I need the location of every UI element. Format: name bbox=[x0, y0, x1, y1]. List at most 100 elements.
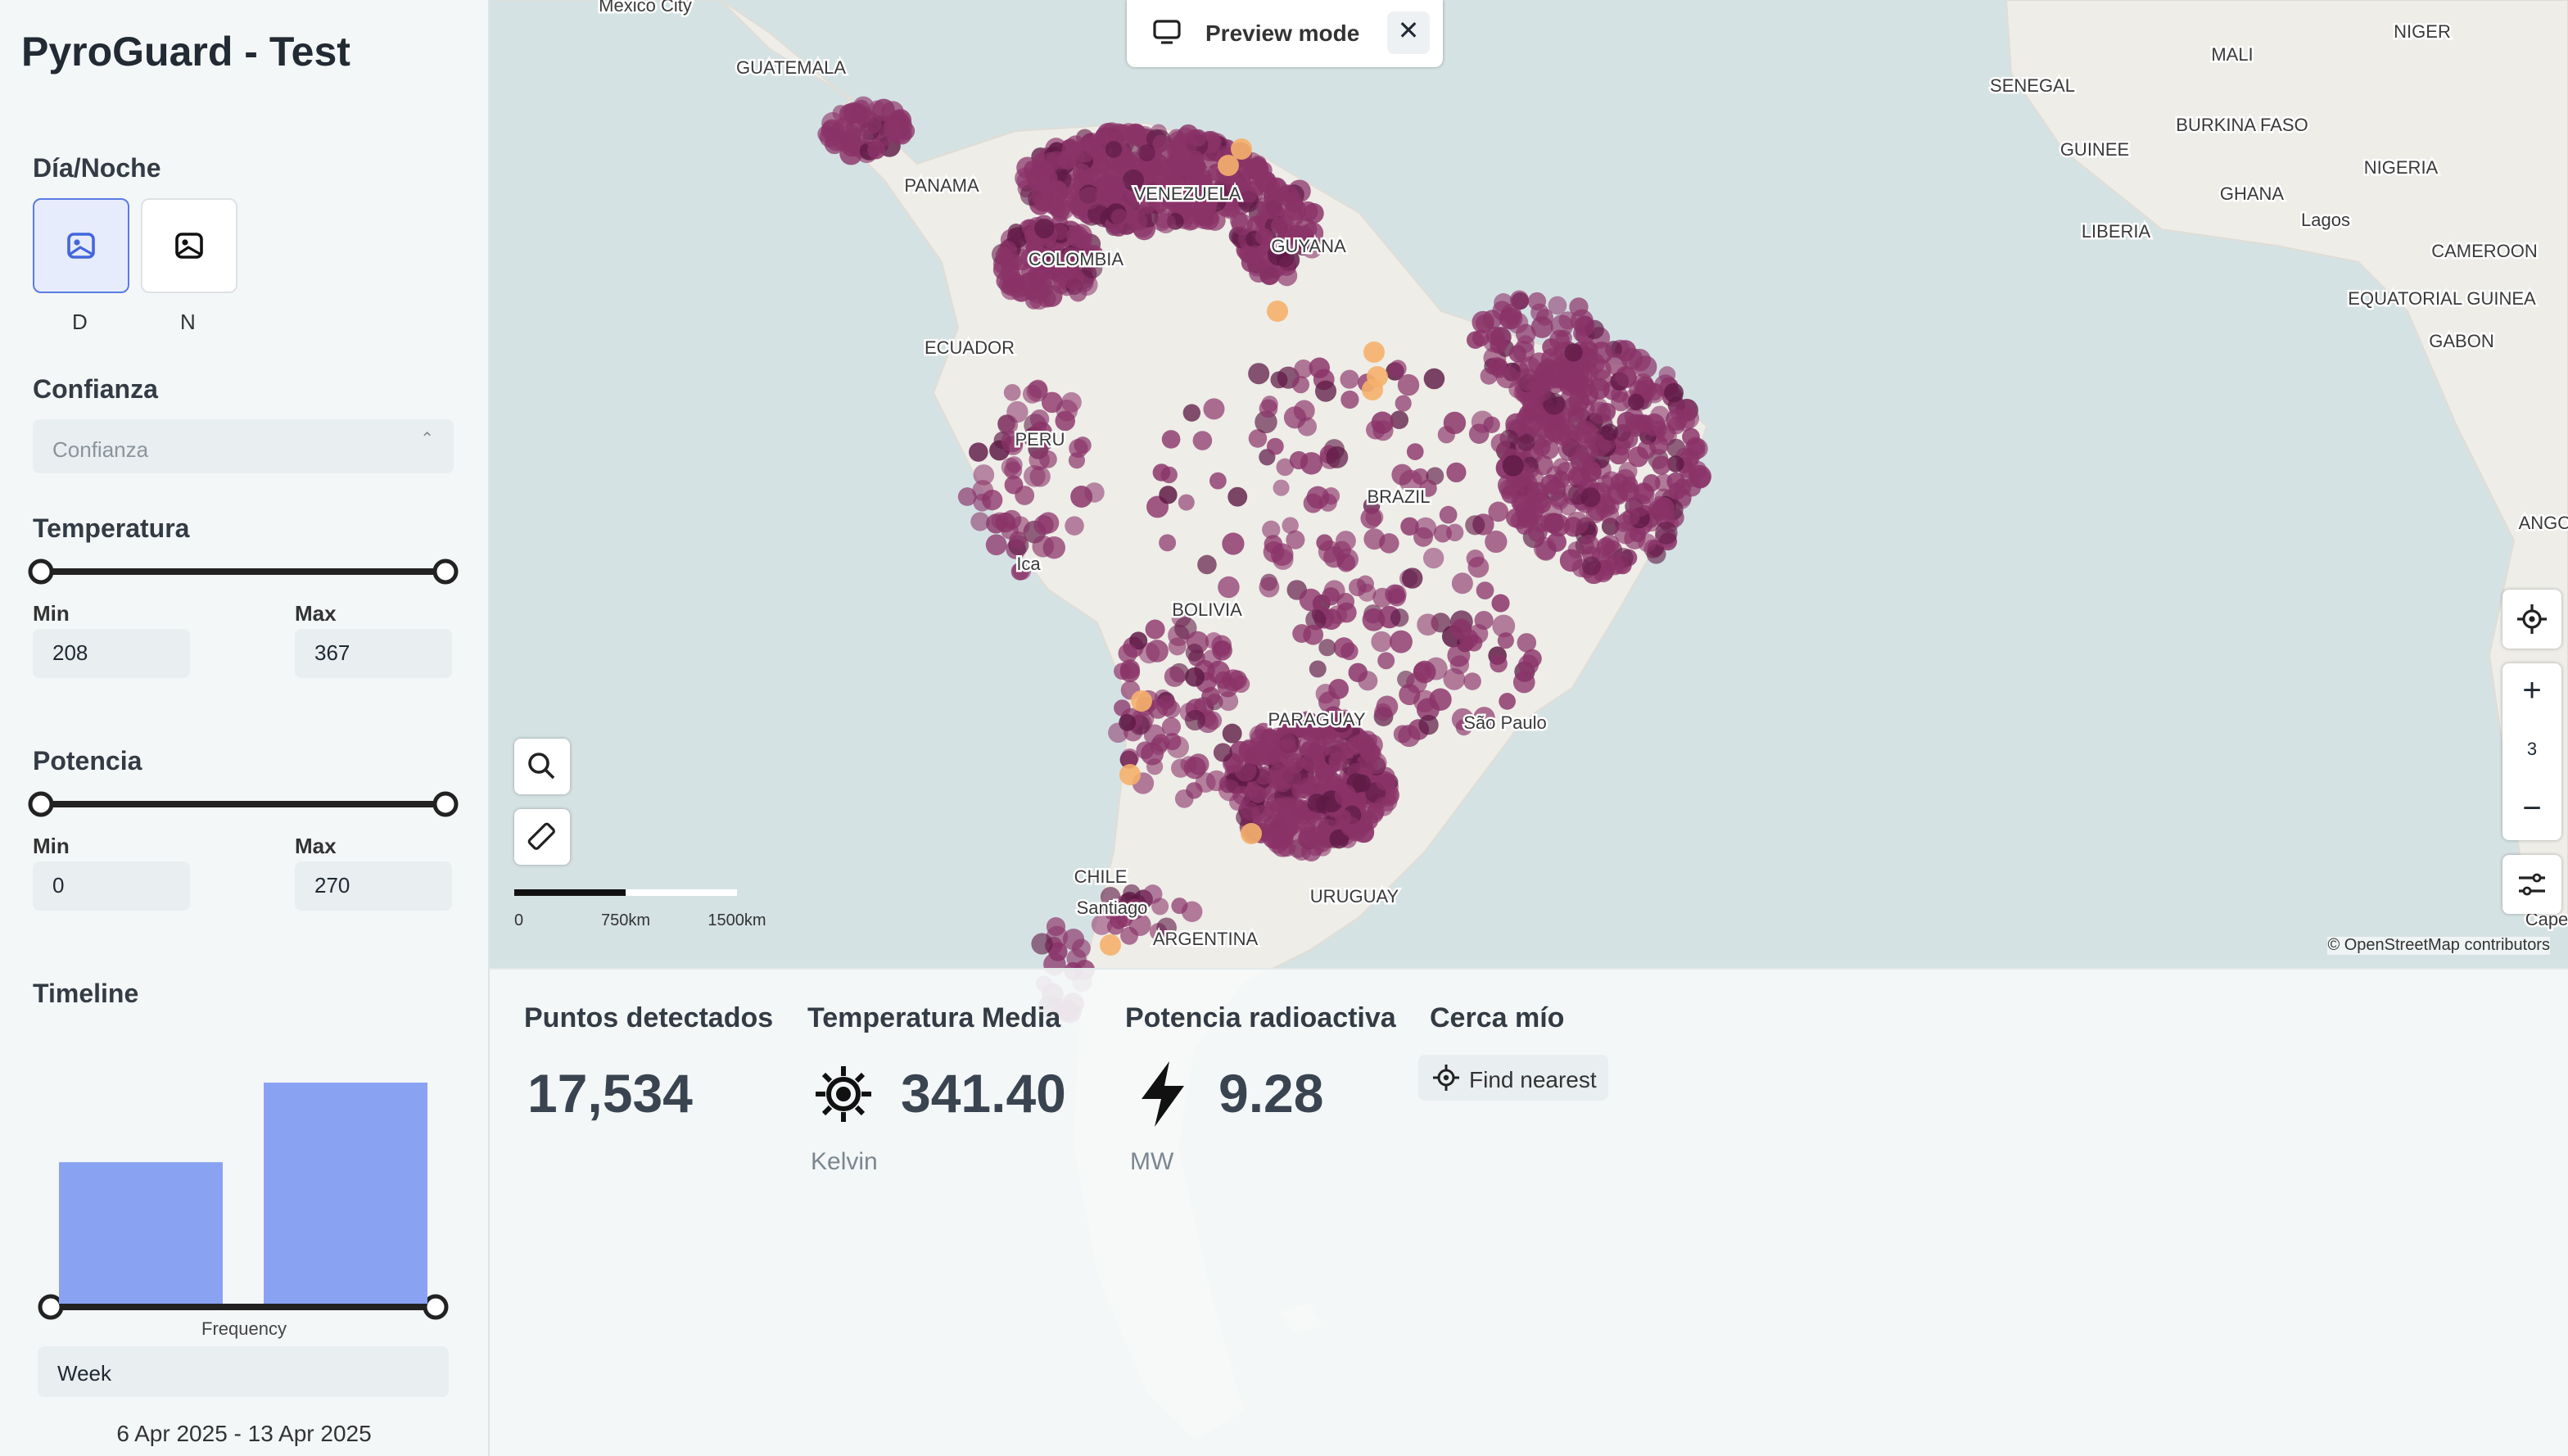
max-input[interactable]: 367 bbox=[295, 629, 452, 678]
fire-point bbox=[1336, 553, 1356, 572]
zoom-out[interactable]: − bbox=[2522, 791, 2542, 827]
scale-label: 0 bbox=[514, 911, 523, 929]
fire-point bbox=[1029, 409, 1050, 429]
fire-point bbox=[1351, 734, 1369, 752]
search-button[interactable] bbox=[514, 739, 570, 794]
interval: Week bbox=[57, 1361, 111, 1386]
min-input[interactable]: 208 bbox=[33, 629, 190, 678]
fire-point bbox=[1032, 535, 1055, 558]
close-button[interactable]: ✕ bbox=[1387, 11, 1430, 54]
section-label: Potencia bbox=[33, 748, 142, 776]
map-label: URUGUAY bbox=[1310, 886, 1399, 907]
fire-point bbox=[1192, 431, 1213, 450]
fire-point bbox=[1222, 532, 1245, 555]
map-label: MALI bbox=[2211, 44, 2253, 65]
fire-point bbox=[1447, 644, 1471, 667]
attribution: © OpenStreetMap contributors bbox=[2327, 937, 2550, 955]
confidence-select[interactable]: Confianza ⌃ bbox=[33, 419, 454, 473]
fire-point bbox=[1298, 777, 1316, 795]
zoom-in[interactable]: + bbox=[2522, 673, 2542, 709]
fire-point bbox=[1406, 443, 1424, 460]
map-label: GHANA bbox=[2220, 183, 2285, 204]
fire-point bbox=[1033, 259, 1056, 281]
fire-point bbox=[1171, 758, 1191, 778]
fire-point bbox=[1567, 371, 1589, 393]
scale-label: 1500km bbox=[708, 911, 766, 929]
fire-point bbox=[1218, 691, 1239, 712]
fire-point bbox=[1055, 410, 1075, 432]
temperature-slider[interactable] bbox=[23, 554, 465, 590]
fire-point bbox=[1161, 430, 1181, 449]
fire-point bbox=[1276, 249, 1295, 268]
fire-point bbox=[1033, 514, 1054, 536]
hot-point bbox=[1119, 764, 1141, 785]
fire-point bbox=[1222, 723, 1242, 744]
map-label: GABON bbox=[2429, 331, 2493, 351]
fire-point bbox=[1273, 479, 1290, 496]
fire-point bbox=[992, 259, 1014, 280]
fire-point bbox=[1515, 323, 1536, 345]
fire-point bbox=[1510, 511, 1529, 530]
measure-button[interactable] bbox=[514, 809, 570, 865]
fire-point bbox=[1666, 455, 1684, 473]
fire-point bbox=[1522, 649, 1542, 668]
fire-point bbox=[1024, 465, 1046, 487]
timeline-chart[interactable] bbox=[33, 1048, 462, 1327]
fire-point bbox=[1512, 671, 1535, 694]
map-label: EQUATORIAL GUINEA bbox=[2348, 288, 2536, 309]
hot-point bbox=[1267, 301, 1288, 322]
stat-value: 9.28 bbox=[1218, 1063, 1324, 1124]
fire-point bbox=[1209, 472, 1227, 490]
fire-point bbox=[1181, 901, 1203, 923]
fire-point bbox=[1555, 329, 1572, 346]
fire-point bbox=[1099, 172, 1119, 193]
fire-point bbox=[1282, 517, 1299, 534]
option-label: D bbox=[72, 310, 88, 334]
fire-point bbox=[1138, 144, 1155, 162]
fire-point bbox=[1120, 748, 1139, 767]
map-label: LIBERIA bbox=[2082, 221, 2151, 242]
fire-point bbox=[972, 480, 994, 501]
fire-point bbox=[1269, 816, 1289, 835]
find-nearest-button[interactable]: Find nearest bbox=[1418, 1055, 1608, 1101]
fire-point bbox=[1499, 307, 1523, 330]
min-input[interactable]: 0 bbox=[33, 861, 190, 911]
fire-point bbox=[1564, 343, 1583, 362]
interval-select[interactable]: Week bbox=[38, 1346, 449, 1397]
fire-point bbox=[1450, 618, 1472, 640]
max-input[interactable]: 270 bbox=[295, 861, 452, 911]
map-label: PERU bbox=[1015, 429, 1065, 450]
fire-point bbox=[1353, 774, 1372, 793]
fire-point bbox=[1678, 407, 1699, 429]
fire-point bbox=[1475, 314, 1494, 332]
day-button[interactable] bbox=[33, 198, 129, 293]
fire-point bbox=[1491, 594, 1510, 613]
fire-point bbox=[1334, 809, 1352, 826]
night-button[interactable] bbox=[141, 198, 237, 293]
fire-point bbox=[1001, 430, 1024, 453]
fire-point bbox=[1259, 265, 1281, 285]
fire-point bbox=[1580, 487, 1601, 508]
section-label: Día/Noche bbox=[33, 156, 161, 183]
map-label: CHILE bbox=[1074, 866, 1128, 887]
locate-button[interactable] bbox=[2502, 590, 2561, 649]
button-label: Find nearest bbox=[1469, 1066, 1597, 1092]
fire-point bbox=[817, 125, 834, 142]
fire-point bbox=[1277, 229, 1295, 248]
fire-point bbox=[1305, 609, 1327, 631]
fire-point bbox=[1155, 213, 1177, 233]
sidebar: PyroGuard - Test Día/Noche D N Confianza… bbox=[0, 0, 490, 1456]
fire-point bbox=[1262, 520, 1281, 539]
fire-point bbox=[1129, 631, 1148, 650]
stat-label: Temperatura Media bbox=[807, 1002, 1061, 1033]
timeline-bar bbox=[59, 1162, 223, 1304]
layers-button[interactable] bbox=[2502, 855, 2561, 914]
map-label: São Paulo bbox=[1463, 712, 1547, 733]
fire-point bbox=[1581, 556, 1602, 576]
power-slider[interactable] bbox=[23, 786, 465, 822]
fire-point bbox=[1122, 169, 1144, 192]
hot-point bbox=[1100, 934, 1121, 956]
fire-point bbox=[1635, 379, 1657, 400]
fire-point bbox=[1377, 652, 1395, 670]
fire-point bbox=[884, 120, 903, 140]
